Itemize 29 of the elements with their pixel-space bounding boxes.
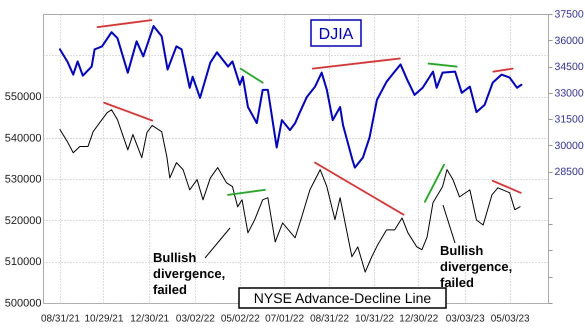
y2-tick-label: 34500 <box>554 61 584 74</box>
x-tick-label: 05/02/22 <box>220 314 260 324</box>
y-tick-label: 500000 <box>4 298 42 310</box>
x-tick-label: 05/03/23 <box>490 314 530 324</box>
x-tick-label: 12/30/22 <box>399 314 439 324</box>
y-tick-label: 540000 <box>4 132 42 144</box>
y-tick-label: 550000 <box>4 91 42 104</box>
x-tick-label: 07/01/22 <box>265 314 304 324</box>
line-series <box>58 25 522 169</box>
x-tick-label: 03/02/22 <box>176 314 216 324</box>
x-tick-label: 08/31/21 <box>40 314 80 324</box>
x-tick-label: 08/31/22 <box>310 314 350 324</box>
annotation: Bullish divergence, failed <box>440 243 512 290</box>
y2-tick-label: 28500 <box>554 166 584 178</box>
text: NYSE Advance-Decline Line <box>254 290 432 306</box>
x-tick-label: 10/31/22 <box>355 314 394 324</box>
x-tick-label: 10/29/21 <box>84 314 124 324</box>
y-tick-label: 520000 <box>4 214 42 227</box>
y2-tick-label: 31500 <box>554 114 584 126</box>
y2-tick-label: 33000 <box>554 87 584 100</box>
y2-tick-label: 37500 <box>554 8 584 20</box>
x-tick-label: 03/03/23 <box>446 314 486 324</box>
y-tick-label: 510000 <box>4 256 42 268</box>
y-tick-label: 530000 <box>4 174 42 186</box>
x-tick-label: 12/30/21 <box>130 314 170 324</box>
y2-tick-label: 36000 <box>554 34 584 47</box>
y2-tick-label: 30000 <box>554 140 584 152</box>
annotation: Bullish divergence, failed <box>153 250 226 297</box>
series-label: DJIA <box>318 26 354 43</box>
